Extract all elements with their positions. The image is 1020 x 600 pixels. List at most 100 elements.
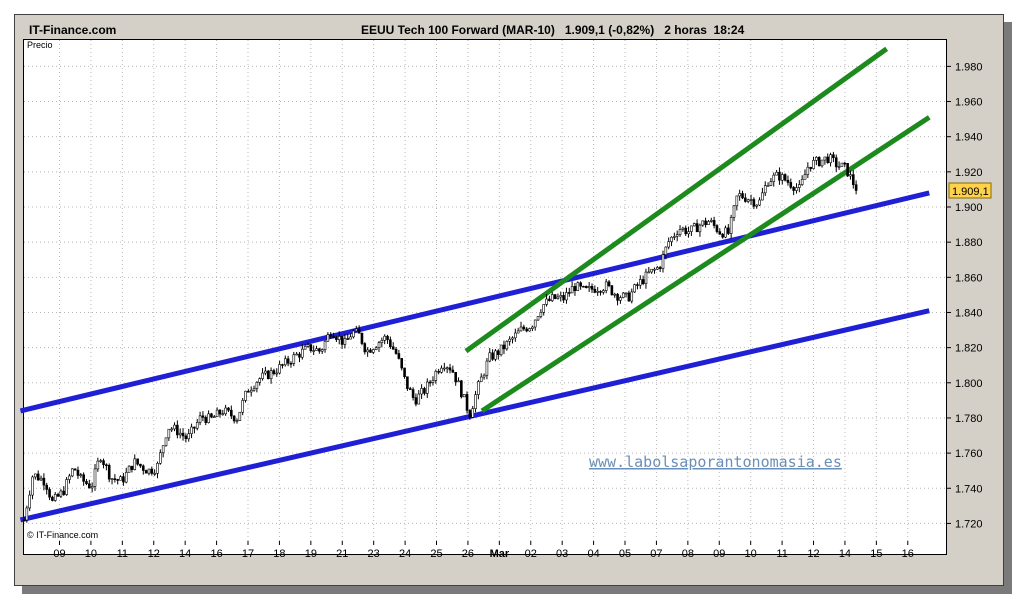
candle-body — [394, 348, 398, 354]
candle-body — [428, 381, 432, 384]
candle-body — [761, 192, 764, 201]
candle-body — [798, 184, 801, 188]
brand-label: IT-Finance.com — [29, 23, 117, 37]
candle-body — [292, 354, 296, 364]
candle-body — [690, 225, 693, 232]
candle-body — [150, 468, 154, 474]
candle-body — [528, 328, 531, 332]
candle-body — [215, 409, 219, 417]
candle-body — [834, 157, 838, 168]
x-tick-label: 17 — [242, 548, 254, 560]
candle-body — [90, 486, 94, 489]
y-tick-label: 1.880 — [955, 237, 983, 249]
price-chart: 1.720 1.740 1.760 1.780 1.800 1.820 1.840 1.860… — [19, 40, 992, 560]
candle-body — [638, 279, 642, 286]
candle-body — [795, 187, 798, 191]
candle-body — [232, 415, 236, 422]
candle-body — [656, 267, 659, 270]
candle-body — [505, 341, 509, 350]
x-tick-label: 11 — [117, 548, 128, 560]
candle-body — [286, 358, 290, 364]
candle-body — [448, 367, 452, 371]
candle-body — [604, 281, 608, 291]
candle-body — [667, 241, 670, 248]
candle-body — [51, 496, 54, 501]
y-tick-label: 1.860 — [955, 272, 983, 284]
x-tick-label: 14 — [839, 548, 851, 560]
watermark-link[interactable]: www.labolsaporantonomasia.es — [589, 453, 842, 471]
candle-body — [542, 304, 546, 313]
green-lower-channel-line — [480, 115, 931, 414]
candle-body — [741, 193, 744, 199]
y-tick-label: 1.760 — [955, 448, 983, 460]
candle-body — [141, 465, 145, 471]
candle-body — [363, 343, 367, 353]
candle-body — [602, 290, 605, 293]
candle-body — [252, 388, 256, 391]
candle-body — [769, 181, 773, 186]
candle-body — [732, 205, 736, 218]
candle-body — [854, 184, 858, 191]
candle-body — [411, 389, 415, 398]
candle-body — [335, 337, 338, 340]
candle-body — [709, 220, 713, 222]
candle-body — [670, 236, 673, 242]
x-tick-label: 23 — [368, 548, 380, 560]
candle-body — [360, 332, 364, 344]
candle-body — [31, 476, 34, 496]
candle-body — [193, 426, 196, 429]
candle-body — [599, 291, 602, 293]
x-tick-label: 26 — [462, 548, 474, 560]
candle-body — [144, 470, 148, 474]
candle-body — [414, 397, 418, 405]
candle-body — [383, 335, 386, 341]
candle-body — [585, 285, 588, 289]
candle-body — [326, 334, 330, 342]
candle-body — [522, 326, 526, 330]
x-tick-label: 10 — [85, 548, 97, 560]
candle-body — [803, 174, 807, 180]
candle-body — [624, 292, 628, 295]
candle-body — [619, 297, 622, 301]
blue-lower-channel-line — [19, 308, 930, 523]
candle-body — [573, 286, 577, 292]
candle-body — [423, 388, 426, 394]
candle-body — [704, 220, 707, 225]
candle-body — [99, 460, 102, 462]
candle-body — [653, 268, 656, 271]
candle-body — [221, 413, 225, 416]
trend-channels — [19, 46, 931, 523]
candle-body — [147, 468, 151, 474]
price-candles — [22, 151, 858, 523]
candle-body — [525, 328, 528, 332]
candle-body — [434, 370, 438, 381]
candle-body — [766, 185, 770, 187]
x-tick-label: 10 — [745, 548, 757, 560]
candle-body — [283, 358, 287, 366]
candle-body — [266, 370, 270, 380]
x-tick-label: 09 — [53, 548, 65, 560]
y-tick-label: 1.900 — [955, 202, 983, 214]
candle-body — [718, 231, 722, 235]
candle-body — [724, 227, 727, 238]
candle-body — [79, 474, 83, 476]
candle-body — [176, 424, 179, 436]
x-tick-label: 09 — [713, 548, 725, 560]
candle-body — [738, 193, 741, 197]
candle-body — [45, 484, 49, 490]
candle-body — [735, 195, 739, 207]
candle-body — [190, 426, 193, 435]
candle-body — [212, 416, 216, 418]
candle-body — [516, 330, 520, 334]
candle-body — [440, 367, 443, 373]
candle-body — [73, 468, 77, 471]
candle-body — [397, 353, 401, 359]
candle-body — [681, 227, 685, 230]
candle-body — [380, 340, 384, 343]
candle-body — [508, 338, 511, 342]
candle-body — [201, 415, 205, 418]
candle-body — [85, 481, 88, 485]
candle-body — [837, 166, 841, 168]
candle-body — [687, 231, 690, 235]
candle-body — [553, 294, 557, 299]
